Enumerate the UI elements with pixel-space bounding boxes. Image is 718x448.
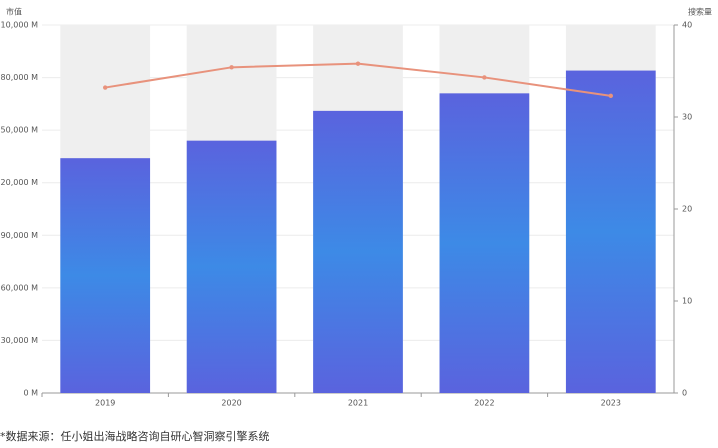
y2-tick-label: 10 — [682, 297, 692, 306]
y2-tick-label: 40 — [682, 21, 692, 30]
line-point — [229, 65, 234, 70]
y-axis-title: 市值 — [6, 7, 22, 17]
y-tick-label: 30,000 M — [1, 336, 39, 345]
y-tick-label: 210,000 M — [0, 21, 38, 30]
y-tick-label: 180,000 M — [0, 73, 38, 82]
x-tick-label: 2022 — [474, 399, 494, 408]
bar — [565, 70, 656, 394]
y2-tick-label: 20 — [682, 205, 692, 214]
y2-tick-label: 0 — [682, 389, 687, 398]
y2-tick-label: 30 — [682, 113, 692, 122]
bar — [439, 93, 530, 393]
y-tick-label: 60,000 M — [1, 283, 39, 292]
line-point — [103, 85, 108, 90]
x-tick-label: 2019 — [95, 399, 115, 408]
y-tick-label: 90,000 M — [1, 231, 39, 240]
bar — [186, 140, 277, 393]
y-tick-label: 0 M — [23, 389, 38, 398]
line-point — [482, 75, 487, 80]
y-tick-label: 120,000 M — [0, 178, 38, 187]
x-tick-label: 2021 — [348, 399, 368, 408]
source-note: *数据来源：任小姐出海战略咨询自研心智洞察引擎系统 — [0, 429, 270, 443]
line-point — [608, 93, 613, 99]
y-tick-label: 150,000 M — [0, 126, 38, 135]
y2-axis-title: 搜索量 — [688, 7, 712, 17]
x-tick-label: 2020 — [221, 399, 241, 408]
bar — [60, 158, 151, 393]
line-point — [355, 61, 361, 66]
x-tick-label: 2023 — [601, 399, 621, 408]
bar — [313, 110, 403, 393]
